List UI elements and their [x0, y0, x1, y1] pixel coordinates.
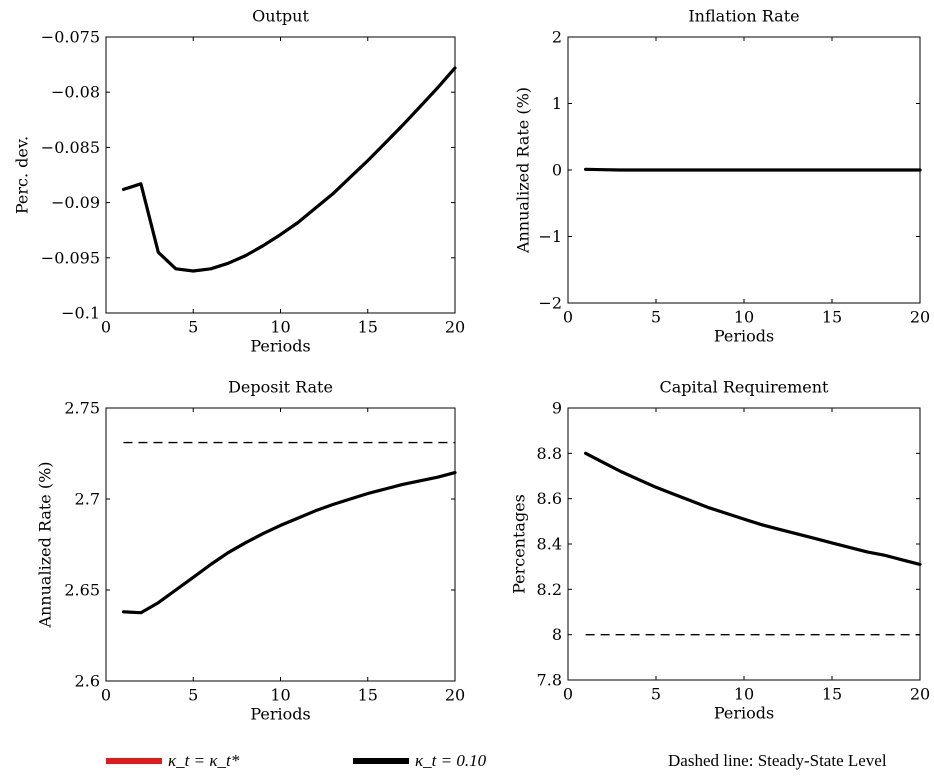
x-tick-label: 5 [188, 318, 198, 337]
x-tick-label: 15 [358, 318, 378, 337]
y-tick-label: 8.8 [537, 444, 562, 463]
x-tick-label: 20 [445, 686, 465, 705]
x-tick-label: 10 [734, 685, 754, 704]
axes-frame [567, 407, 921, 681]
x-tick-label: 5 [188, 686, 198, 705]
series-line [583, 451, 922, 567]
x-axis-label: Periods [714, 327, 774, 346]
y-tick-label: −0.095 [41, 248, 100, 267]
legend-item-kappa-010: κ_t = 0.10 [353, 749, 486, 773]
panel-3: Deposit Rate 0 5 10 15 20 2.6 2.65 2.7 2.75 Period… [36, 378, 466, 724]
legend-label-kappa-star: κ_t = κ_t* [168, 751, 240, 770]
x-tick-label: 0 [563, 308, 573, 327]
chart-title: Deposit Rate [228, 378, 333, 397]
y-tick-label: 8.6 [537, 489, 562, 508]
x-tick-label: 0 [101, 318, 111, 337]
series-line [121, 66, 457, 273]
y-axis-label: Perc. dev. [13, 136, 32, 214]
x-tick-label: 0 [563, 685, 573, 704]
x-tick-label: 5 [651, 685, 661, 704]
x-tick-label: 10 [734, 308, 754, 327]
x-tick-label: 0 [101, 686, 111, 705]
x-tick-label: 15 [822, 308, 842, 327]
legend-swatch-red [106, 758, 162, 764]
y-tick-label: −0.1 [61, 304, 100, 323]
y-tick-label: 1 [552, 94, 562, 113]
x-axis-label: Periods [714, 704, 774, 723]
y-axis-label: Annualized Rate (%) [36, 461, 55, 628]
x-tick-label: 5 [651, 308, 661, 327]
y-tick-label: 8 [552, 625, 562, 644]
y-axis-label: Annualized Rate (%) [514, 87, 533, 254]
y-tick-label: 0 [552, 161, 562, 180]
panel-4: Capital Requirement 0 5 10 15 20 7.8 8 8.2 8.4 8.6… [510, 378, 931, 723]
series-line [583, 167, 922, 172]
panel-2: Inflation Rate 0 5 10 15 20 −2 −1 0 1 2 Periods Annu… [514, 7, 931, 346]
x-axis-label: Periods [250, 337, 310, 356]
x-tick-label: 20 [910, 685, 930, 704]
y-tick-label: −0.09 [51, 193, 100, 212]
x-tick-label: 20 [445, 318, 465, 337]
legend-swatch-black [353, 758, 409, 764]
y-tick-label: 7.8 [537, 671, 562, 690]
y-tick-label: −1 [538, 227, 562, 246]
y-tick-label: 2.6 [75, 672, 100, 691]
y-axis-label: Percentages [510, 494, 529, 594]
y-tick-label: −0.08 [51, 83, 100, 102]
x-tick-label: 15 [822, 685, 842, 704]
chart-title: Output [252, 7, 309, 26]
series-line [121, 471, 457, 615]
y-tick-label: 2.75 [64, 399, 100, 418]
y-tick-label: 2.7 [75, 490, 100, 509]
legend-note: Dashed line: Steady-State Level [668, 751, 887, 770]
x-tick-label: 20 [910, 308, 930, 327]
y-tick-label: 8.4 [537, 535, 562, 554]
axes-frame [105, 36, 456, 314]
x-tick-label: 10 [270, 686, 290, 705]
chart-title: Inflation Rate [688, 7, 799, 26]
legend-label-kappa-010: κ_t = 0.10 [415, 751, 487, 770]
y-tick-label: 2 [552, 28, 562, 47]
y-tick-label: 9 [552, 399, 562, 418]
chart-title: Capital Requirement [660, 378, 830, 397]
panel-1: Output 0 5 10 15 20 −0.1 −0.095 −0.09 −0.085 −0.08… [13, 7, 466, 356]
y-tick-label: −0.075 [41, 28, 100, 47]
x-axis-label: Periods [250, 705, 310, 724]
y-tick-label: −0.085 [41, 138, 100, 157]
y-tick-label: −2 [538, 294, 562, 313]
x-tick-label: 15 [358, 686, 378, 705]
y-tick-label: 8.2 [537, 580, 562, 599]
axes-frame [105, 407, 456, 682]
y-tick-label: 2.65 [64, 581, 100, 600]
x-tick-label: 10 [270, 318, 290, 337]
legend-item-kappa-star: κ_t = κ_t* [106, 749, 239, 773]
